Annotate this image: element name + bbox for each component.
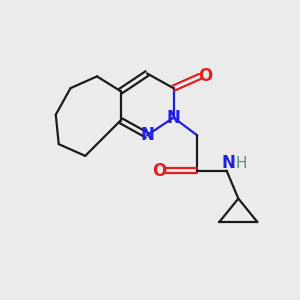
- Text: O: O: [198, 68, 212, 85]
- Text: H: H: [236, 156, 247, 171]
- Text: N: N: [221, 154, 235, 172]
- Text: N: N: [140, 126, 154, 144]
- Text: O: O: [152, 162, 167, 180]
- Text: N: N: [167, 109, 181, 127]
